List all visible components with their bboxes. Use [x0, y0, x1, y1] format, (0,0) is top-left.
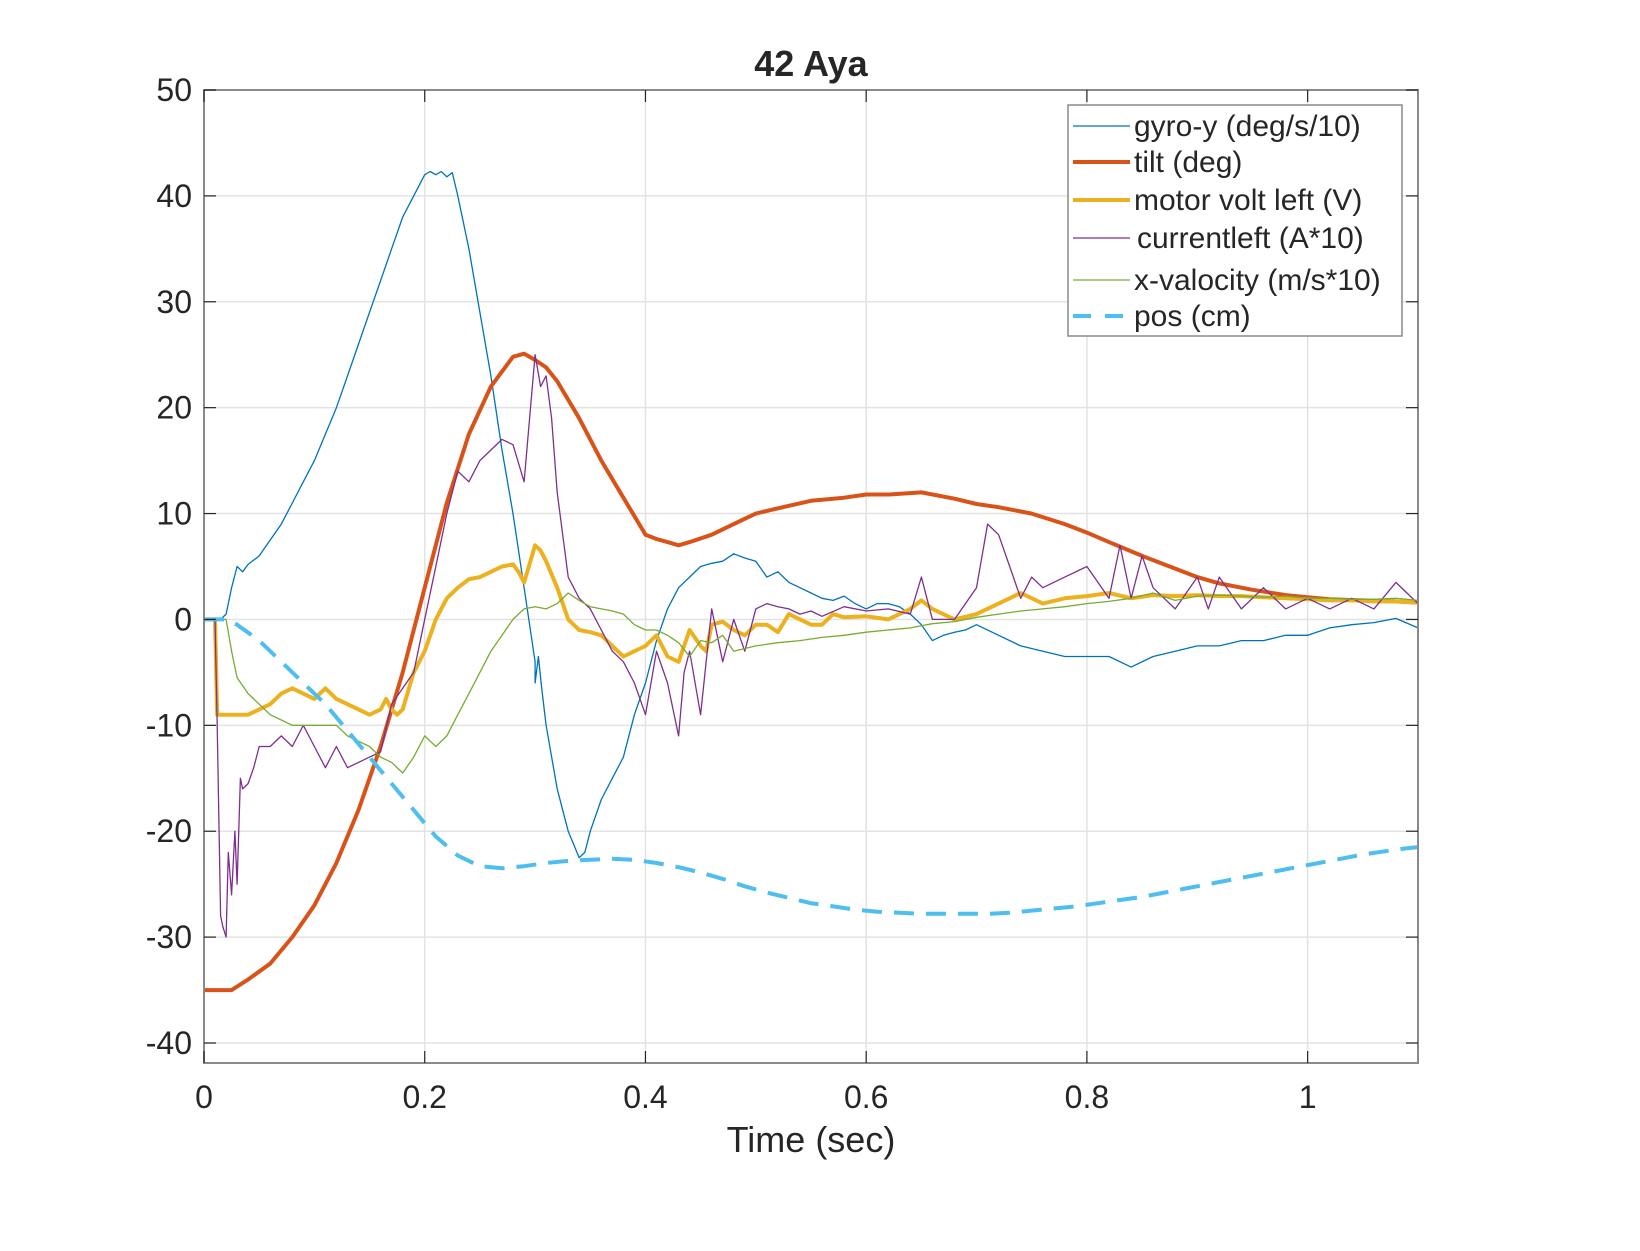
plot-frame — [203, 89, 1419, 1064]
x-tick-label: 0.6 — [844, 1079, 888, 1115]
legend-label: gyro-y (deg/s/10) — [1134, 110, 1361, 143]
grid — [204, 90, 1418, 1063]
series-line-currentleft-a-10 — [204, 354, 1419, 938]
y-tick-label: 10 — [156, 496, 192, 532]
series-line-x-valocity-m-s-10 — [204, 592, 1419, 774]
x-tick-label: 0.2 — [402, 1079, 446, 1115]
legend: gyro-y (deg/s/10)tilt (deg) motor volt le… — [1067, 104, 1403, 337]
legend-label: pos (cm) — [1134, 300, 1251, 333]
x-tick-label: 1 — [1299, 1079, 1317, 1115]
y-tick-label: 0 — [174, 601, 192, 637]
chart-title: 42 Aya — [754, 43, 868, 84]
series-line-pos-cm — [204, 617, 1419, 916]
x-axis-label: Time (sec) — [727, 1119, 896, 1160]
series-line-motor-volt-left-v — [204, 543, 1419, 717]
y-tick-label: 20 — [156, 390, 192, 426]
y-tick-label: 40 — [156, 178, 192, 214]
y-tick-label: -10 — [146, 707, 192, 743]
x-tick-label: 0.8 — [1065, 1079, 1109, 1115]
y-tick-labels: -40 -30 -20 -10 0 10 20 30 40 50 — [146, 72, 192, 1061]
x-tick-labels: 0 0.2 0.4 0.6 0.8 1 — [195, 1079, 1316, 1115]
legend-label: motor volt left (V) — [1134, 184, 1362, 217]
x-tick-label: 0.4 — [623, 1079, 667, 1115]
legend-label: x-valocity (m/s*10) — [1134, 264, 1381, 297]
y-tick-label: -40 — [146, 1025, 192, 1061]
series-layer — [204, 170, 1419, 993]
x-tick-label: 0 — [195, 1079, 213, 1115]
legend-label: currentleft (A*10) — [1137, 222, 1364, 255]
legend-label: tilt (deg) — [1134, 146, 1242, 179]
ticks — [203, 89, 1418, 1063]
legend-box — [1067, 104, 1403, 337]
y-tick-label: -30 — [146, 919, 192, 955]
y-tick-label: -20 — [146, 813, 192, 849]
series-line-gyro-y-deg-s-10 — [204, 170, 1419, 859]
y-tick-label: 50 — [156, 72, 192, 108]
series-line-tilt-deg — [204, 351, 1419, 993]
y-tick-label: 30 — [156, 284, 192, 320]
